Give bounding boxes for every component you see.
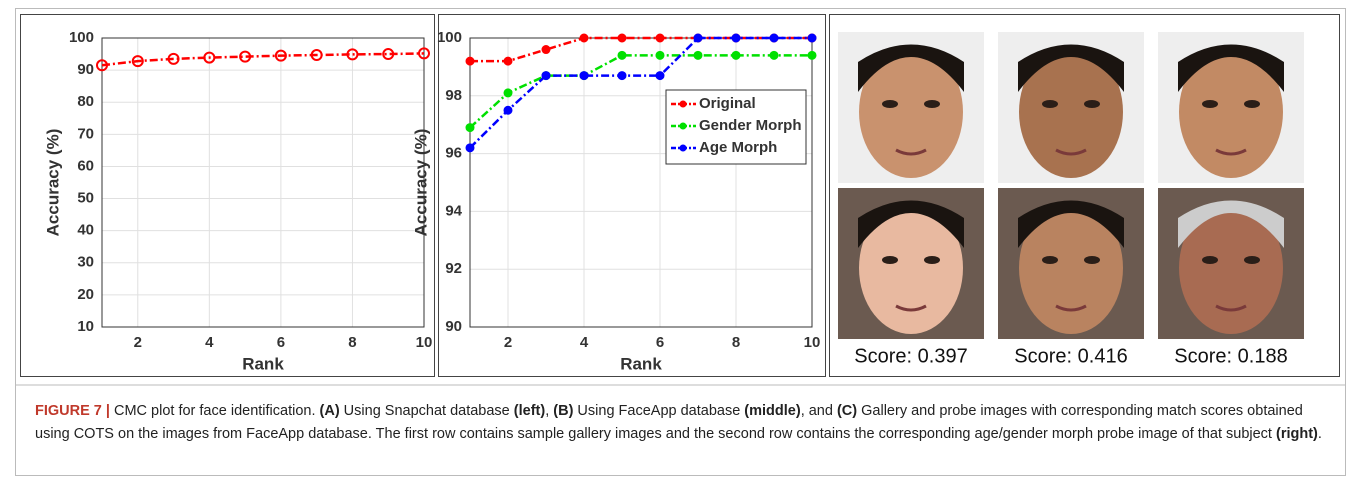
- y-tick-label: 98: [445, 87, 462, 104]
- data-point: [467, 124, 474, 131]
- page: {"chart_data":[ {"type":"line","x":[1,2,…: [0, 0, 1355, 490]
- y-tick-label: 94: [445, 202, 462, 219]
- data-point: [771, 52, 778, 59]
- legend-label: Original: [699, 95, 756, 112]
- eye: [1084, 100, 1100, 108]
- y-axis-label: Accuracy (%): [411, 129, 430, 237]
- x-tick-label: 10: [416, 334, 433, 351]
- x-tick-label: 4: [205, 334, 214, 351]
- face-image: [838, 32, 984, 183]
- x-tick-label: 8: [732, 334, 740, 351]
- face-image: [998, 188, 1144, 339]
- data-point: [733, 52, 740, 59]
- y-axis-label: Accuracy (%): [43, 129, 62, 237]
- eye: [1084, 256, 1100, 264]
- data-point: [467, 58, 474, 65]
- y-tick-label: 96: [445, 145, 462, 162]
- caption-text: .: [1318, 426, 1322, 442]
- data-point: [657, 52, 664, 59]
- data-point: [657, 35, 664, 42]
- data-point: [581, 72, 588, 79]
- x-tick-label: 2: [134, 334, 142, 351]
- caption-text: (B): [553, 403, 573, 419]
- caption-text: (C): [837, 403, 857, 419]
- x-axis-label: Rank: [620, 354, 662, 373]
- x-tick-label: 4: [580, 334, 589, 351]
- caption-text: (A): [320, 403, 340, 419]
- face-image: [998, 32, 1144, 183]
- data-point: [505, 58, 512, 65]
- plot-area: [102, 38, 424, 327]
- legend-marker: [680, 101, 687, 108]
- y-tick-label: 80: [77, 93, 94, 110]
- caption-text: (left): [514, 403, 545, 419]
- face-image: [838, 188, 984, 339]
- x-tick-label: 8: [348, 334, 356, 351]
- legend-marker: [680, 145, 687, 152]
- score-label: Score: 0.416: [1014, 345, 1127, 367]
- data-point: [543, 72, 550, 79]
- x-axis-label: Rank: [242, 354, 284, 373]
- score-label: Score: 0.397: [854, 345, 967, 367]
- y-tick-label: 40: [77, 222, 94, 239]
- y-tick-label: 92: [445, 260, 462, 277]
- data-point: [809, 35, 816, 42]
- x-tick-label: 6: [656, 334, 664, 351]
- y-tick-label: 100: [69, 29, 94, 46]
- data-point: [733, 35, 740, 42]
- y-tick-label: 50: [77, 190, 94, 207]
- eye: [1042, 100, 1058, 108]
- eye: [1042, 256, 1058, 264]
- caption-text: Using FaceApp database: [573, 403, 744, 419]
- data-point: [467, 144, 474, 151]
- face-image: [1158, 188, 1304, 339]
- y-tick-label: 20: [77, 286, 94, 303]
- eye: [882, 256, 898, 264]
- caption-text: Using Snapchat database: [340, 403, 514, 419]
- data-point: [619, 52, 626, 59]
- y-tick-label: 30: [77, 254, 94, 271]
- caption-text: (middle): [744, 403, 800, 419]
- eye: [1202, 256, 1218, 264]
- caption: FIGURE 7 | CMC plot for face identificat…: [35, 400, 1325, 446]
- y-tick-label: 90: [445, 318, 462, 335]
- data-point: [695, 35, 702, 42]
- y-tick-label: 10: [77, 318, 94, 335]
- caption-text: FIGURE 7 |: [35, 403, 114, 419]
- data-point: [809, 52, 816, 59]
- eye: [924, 256, 940, 264]
- data-point: [505, 89, 512, 96]
- caption-text: CMC plot for face identification.: [114, 403, 320, 419]
- y-tick-label: 60: [77, 157, 94, 174]
- data-point: [619, 72, 626, 79]
- eye: [1244, 256, 1260, 264]
- score-label: Score: 0.188: [1174, 345, 1287, 367]
- data-point: [543, 46, 550, 53]
- eye: [924, 100, 940, 108]
- x-tick-label: 6: [277, 334, 285, 351]
- eye: [1244, 100, 1260, 108]
- plot-area: [470, 38, 812, 327]
- legend-marker: [680, 123, 687, 130]
- data-point: [505, 107, 512, 114]
- data-point: [695, 52, 702, 59]
- eye: [1202, 100, 1218, 108]
- data-point: [771, 35, 778, 42]
- legend-label: Age Morph: [699, 139, 777, 156]
- data-point: [657, 72, 664, 79]
- x-tick-label: 10: [804, 334, 821, 351]
- data-point: [619, 35, 626, 42]
- y-tick-label: 90: [77, 61, 94, 78]
- legend-label: Gender Morph: [699, 117, 802, 134]
- x-tick-label: 2: [504, 334, 512, 351]
- face-image: [1158, 32, 1304, 183]
- eye: [882, 100, 898, 108]
- y-tick-label: 70: [77, 125, 94, 142]
- caption-text: (right): [1276, 426, 1318, 442]
- y-tick-label: 100: [437, 29, 462, 46]
- data-point: [581, 35, 588, 42]
- caption-text: , and: [801, 403, 837, 419]
